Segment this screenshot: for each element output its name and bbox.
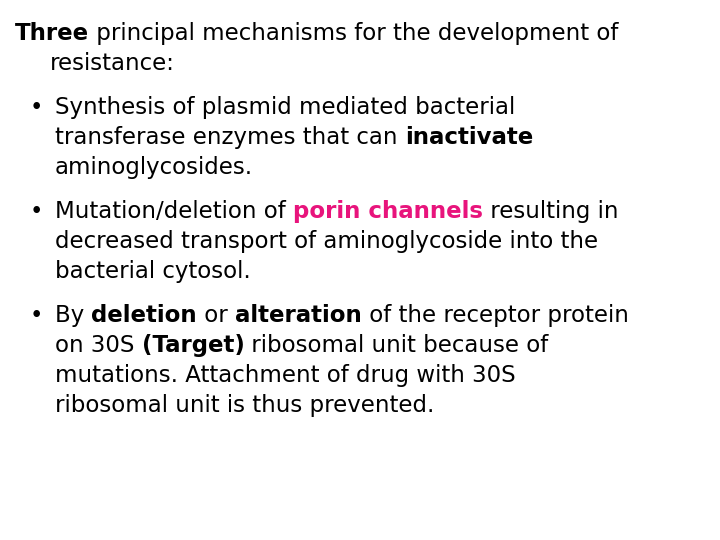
Text: or: or (197, 304, 235, 327)
Text: •: • (30, 200, 43, 223)
Text: Mutation/deletion of: Mutation/deletion of (55, 200, 293, 223)
Text: alteration: alteration (235, 304, 362, 327)
Text: transferase enzymes that can: transferase enzymes that can (55, 126, 405, 149)
Text: deletion: deletion (91, 304, 197, 327)
Text: resulting in: resulting in (483, 200, 618, 223)
Text: •: • (30, 304, 43, 327)
Text: ribosomal unit is thus prevented.: ribosomal unit is thus prevented. (55, 394, 434, 417)
Text: (Target): (Target) (142, 334, 245, 357)
Text: •: • (30, 96, 43, 119)
Text: resistance:: resistance: (50, 52, 175, 75)
Text: aminoglycosides.: aminoglycosides. (55, 156, 253, 179)
Text: of the receptor protein: of the receptor protein (362, 304, 629, 327)
Text: on 30S: on 30S (55, 334, 142, 357)
Text: inactivate: inactivate (405, 126, 533, 149)
Text: bacterial cytosol.: bacterial cytosol. (55, 260, 251, 283)
Text: decreased transport of aminoglycoside into the: decreased transport of aminoglycoside in… (55, 230, 598, 253)
Text: Three: Three (15, 22, 89, 45)
Text: By: By (55, 304, 91, 327)
Text: Synthesis of plasmid mediated bacterial: Synthesis of plasmid mediated bacterial (55, 96, 516, 119)
Text: ribosomal unit because of: ribosomal unit because of (245, 334, 549, 357)
Text: principal mechanisms for the development of: principal mechanisms for the development… (89, 22, 618, 45)
Text: porin channels: porin channels (293, 200, 483, 223)
Text: mutations. Attachment of drug with 30S: mutations. Attachment of drug with 30S (55, 364, 516, 387)
